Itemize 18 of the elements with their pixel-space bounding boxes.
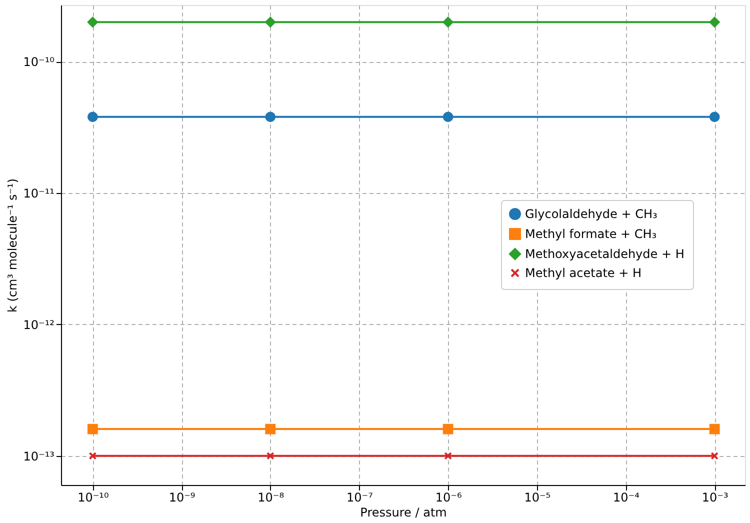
legend-label: Methyl acetate + H [525, 266, 642, 280]
legend-label: Glycolaldehyde + CH₃ [525, 207, 658, 221]
y-tick-label: 10⁻¹⁰ [23, 55, 55, 70]
x-tick-label: 10⁻⁸ [258, 490, 284, 504]
x-tick-label: 10⁻⁹ [168, 490, 196, 504]
x-axis-title: Pressure / atm [360, 506, 447, 520]
x-tick-label: 10⁻⁵ [524, 490, 551, 504]
y-tick-label: 10⁻¹³ [23, 449, 55, 464]
x-tick-label: 10⁻³ [702, 490, 728, 504]
y-axis-title: k (cm³ molecule⁻¹ s⁻¹) [5, 178, 20, 313]
y-tick-label: 10⁻¹² [23, 318, 55, 332]
legend-label: Methoxyacetaldehyde + H [525, 247, 684, 261]
x-tick-label: 10⁻⁴ [613, 490, 640, 504]
x-tick-label: 10⁻¹⁰ [78, 490, 109, 504]
x-tick-label: 10⁻⁶ [435, 490, 462, 504]
x-tick-label: 10⁻⁷ [346, 490, 374, 504]
legend-label: Methyl formate + CH₃ [525, 227, 657, 241]
y-tick-label: 10⁻¹¹ [23, 186, 55, 201]
